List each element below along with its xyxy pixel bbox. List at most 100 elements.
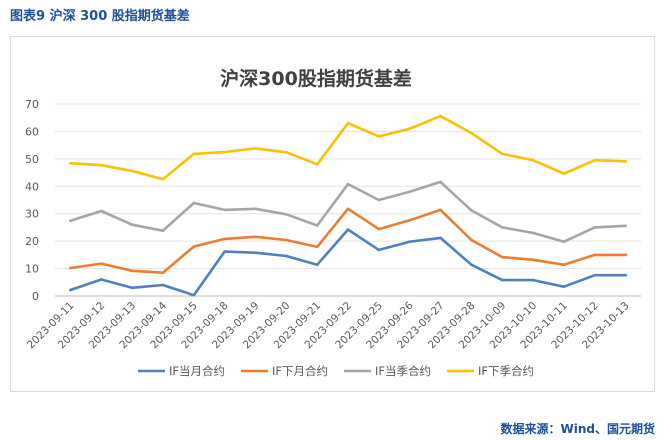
data-point xyxy=(531,158,535,162)
data-point xyxy=(99,262,103,265)
data-point xyxy=(624,253,627,257)
data-point xyxy=(377,135,381,138)
series-line xyxy=(69,180,627,243)
data-point xyxy=(315,245,319,249)
data-point xyxy=(531,258,535,262)
chart-frame: 沪深300股指期货基差 0 10 20 30 40 50 60 70 2023-09-11 20… xyxy=(10,36,655,392)
data-point xyxy=(223,208,226,212)
data-point xyxy=(377,248,381,252)
data-point xyxy=(315,163,319,166)
legend-item: IF下季合约 xyxy=(447,364,534,378)
y-tick-label: 10 xyxy=(25,263,39,276)
series-lines xyxy=(69,114,627,297)
legend-item: IF当季合约 xyxy=(344,364,431,378)
data-point xyxy=(377,198,381,202)
data-point xyxy=(315,224,319,227)
data-point xyxy=(161,283,165,287)
data-point xyxy=(562,172,566,175)
y-tick-label: 70 xyxy=(25,98,39,111)
data-point xyxy=(192,245,196,248)
figure-caption: 图表9 沪深 300 股指期货基差 xyxy=(10,9,190,24)
data-point xyxy=(99,278,103,281)
data-point xyxy=(254,235,257,239)
data-point xyxy=(531,278,535,282)
data-point xyxy=(254,251,257,254)
legend: IF当月合约 IF下月合约 IF当季合约 IF下季合约 xyxy=(138,364,534,378)
data-point xyxy=(439,114,442,118)
data-point xyxy=(254,147,257,150)
data-point xyxy=(223,237,226,241)
data-point xyxy=(346,182,350,186)
data-point xyxy=(130,169,134,173)
data-point xyxy=(130,286,134,290)
data-point xyxy=(161,271,165,274)
data-point xyxy=(439,208,442,212)
data-point xyxy=(285,150,288,154)
data-point xyxy=(130,223,134,226)
data-point xyxy=(346,228,350,231)
data-point xyxy=(99,209,103,213)
data-point xyxy=(99,163,103,167)
legend-item: IF当月合约 xyxy=(138,364,225,378)
basis-line-chart: 沪深300股指期货基差 0 10 20 30 40 50 60 70 2023-09-1120… xyxy=(25,67,641,378)
data-point xyxy=(439,180,442,184)
data-point xyxy=(346,121,350,125)
data-point xyxy=(192,152,196,156)
data-point xyxy=(69,161,72,165)
data-point xyxy=(500,278,504,282)
data-point xyxy=(593,226,597,229)
data-point xyxy=(192,201,196,205)
data-point xyxy=(346,207,350,211)
data-point xyxy=(69,266,72,270)
data-point xyxy=(69,288,72,292)
data-point xyxy=(130,269,134,273)
data-point xyxy=(624,273,627,277)
y-tick-label: 0 xyxy=(32,290,39,303)
data-point xyxy=(593,253,597,257)
y-tick-label: 20 xyxy=(25,235,39,248)
data-point xyxy=(161,229,165,233)
legend-item: IF下月合约 xyxy=(241,364,328,378)
data-point xyxy=(624,160,627,163)
data-point xyxy=(69,219,72,223)
y-tick-label: 50 xyxy=(25,153,39,166)
data-point xyxy=(624,224,627,228)
legend-label: IF下季合约 xyxy=(478,364,534,378)
source-note: 数据来源：Wind、国元期货 xyxy=(500,422,655,436)
data-point xyxy=(408,218,411,222)
data-point xyxy=(470,209,473,212)
data-point xyxy=(562,240,566,243)
y-tick-label: 60 xyxy=(25,125,39,138)
data-point xyxy=(562,263,566,267)
data-point xyxy=(470,263,473,267)
chart-title: 沪深300股指期货基差 xyxy=(220,67,412,90)
legend-label: IF当季合约 xyxy=(375,364,431,378)
data-point xyxy=(408,240,411,243)
legend-label: IF当月合约 xyxy=(169,364,225,378)
data-point xyxy=(562,285,566,288)
y-tick-label: 40 xyxy=(25,180,39,193)
data-point xyxy=(531,231,535,235)
data-point xyxy=(223,150,226,154)
data-point xyxy=(500,152,504,156)
y-tick-label: 30 xyxy=(25,208,39,221)
data-point xyxy=(285,212,288,216)
data-point xyxy=(439,236,442,240)
data-point xyxy=(254,207,257,211)
legend-label: IF下月合约 xyxy=(272,364,328,378)
x-axis: 2023-09-112023-09-122023-09-132023-09-14… xyxy=(25,299,632,351)
data-point xyxy=(408,190,411,194)
data-point xyxy=(223,250,226,253)
data-point xyxy=(593,273,597,277)
data-point xyxy=(315,263,319,267)
data-point xyxy=(408,127,411,130)
data-point xyxy=(593,158,597,162)
series-line xyxy=(69,114,627,181)
data-point xyxy=(192,293,196,297)
y-axis: 0 10 20 30 40 50 60 70 xyxy=(25,98,39,303)
data-point xyxy=(500,255,504,259)
data-point xyxy=(470,238,473,242)
data-point xyxy=(470,131,473,135)
data-point xyxy=(500,226,504,229)
data-point xyxy=(285,254,288,258)
